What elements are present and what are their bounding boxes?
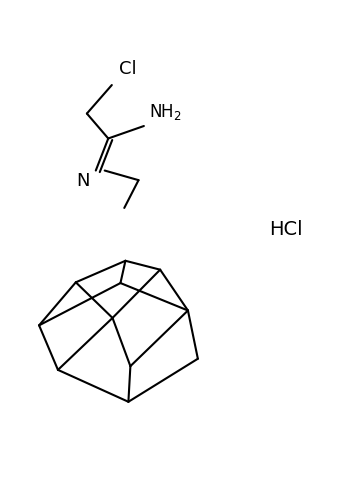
Text: N: N: [76, 172, 90, 190]
Text: Cl: Cl: [119, 60, 136, 78]
Text: HCl: HCl: [270, 220, 303, 239]
Text: NH$_2$: NH$_2$: [149, 102, 182, 122]
